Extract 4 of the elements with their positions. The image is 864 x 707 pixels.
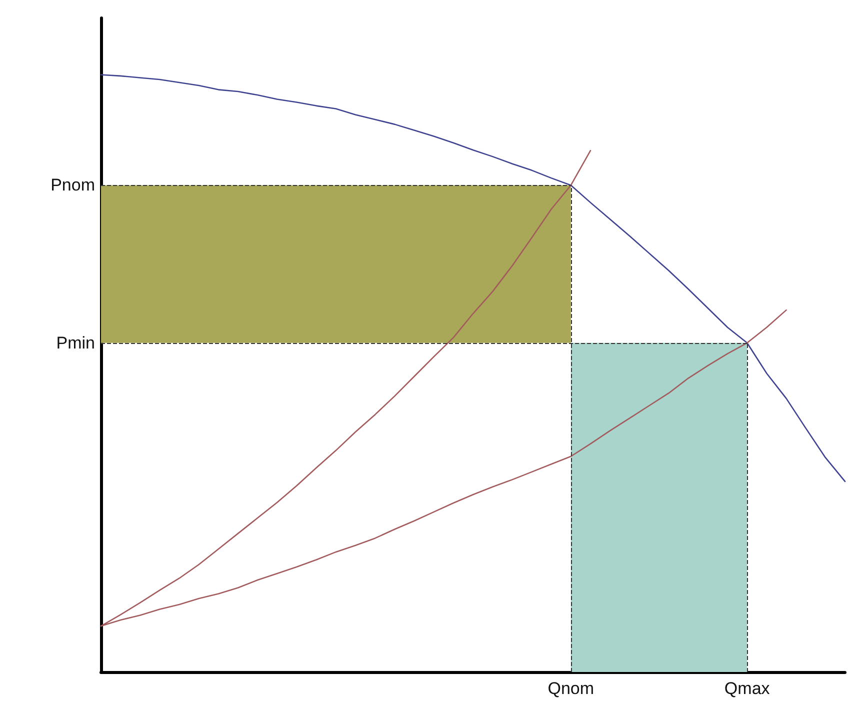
x-tick-label: Qnom (548, 679, 594, 698)
ref-line-label: Pmin (56, 333, 95, 352)
x-tick-label: Qmax (724, 679, 770, 698)
ref-line-label: Pnom (50, 176, 95, 195)
